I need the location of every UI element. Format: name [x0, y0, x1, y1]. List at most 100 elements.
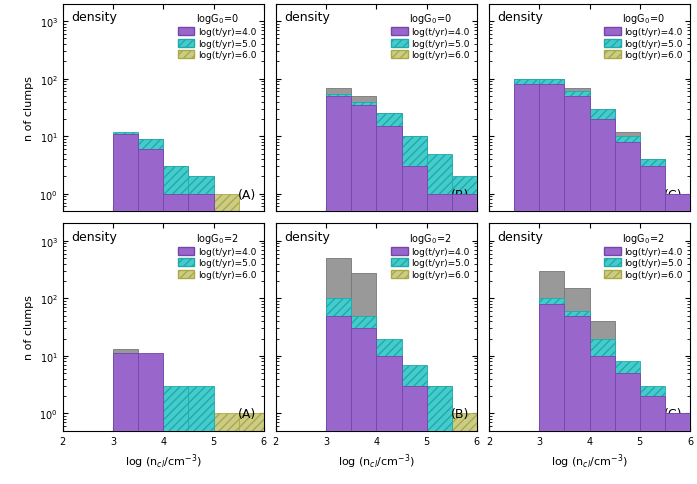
Bar: [326, 258, 351, 484]
Bar: [615, 362, 640, 484]
Bar: [376, 114, 401, 484]
Bar: [640, 413, 665, 484]
Bar: [665, 413, 690, 484]
Bar: [565, 311, 590, 484]
Bar: [401, 413, 427, 484]
X-axis label: log (n$_{cl}$/cm$^{-3}$): log (n$_{cl}$/cm$^{-3}$): [551, 451, 628, 469]
Bar: [188, 177, 213, 484]
Bar: [163, 386, 188, 484]
Bar: [640, 160, 665, 484]
Bar: [615, 154, 640, 484]
Legend: log(t/yr)=4.0, log(t/yr)=5.0, log(t/yr)=6.0: log(t/yr)=4.0, log(t/yr)=5.0, log(t/yr)=…: [176, 9, 259, 63]
Bar: [163, 167, 188, 484]
Text: density: density: [284, 230, 330, 243]
Text: density: density: [497, 11, 543, 24]
Bar: [427, 160, 452, 484]
Bar: [615, 137, 640, 484]
Bar: [452, 413, 477, 484]
Text: density: density: [284, 11, 330, 24]
Bar: [326, 299, 351, 484]
Bar: [565, 89, 590, 484]
Bar: [514, 79, 539, 484]
Bar: [326, 89, 351, 484]
Bar: [401, 167, 427, 484]
Y-axis label: n of clumps: n of clumps: [24, 76, 34, 140]
Bar: [640, 160, 665, 484]
Legend: log(t/yr)=4.0, log(t/yr)=5.0, log(t/yr)=6.0: log(t/yr)=4.0, log(t/yr)=5.0, log(t/yr)=…: [602, 9, 686, 63]
Bar: [113, 354, 138, 484]
Bar: [427, 386, 452, 484]
Bar: [401, 365, 427, 484]
Bar: [665, 194, 690, 484]
Bar: [590, 356, 615, 484]
Bar: [351, 273, 376, 484]
Bar: [539, 299, 565, 484]
Bar: [452, 194, 477, 484]
Legend: log(t/yr)=4.0, log(t/yr)=5.0, log(t/yr)=6.0: log(t/yr)=4.0, log(t/yr)=5.0, log(t/yr)=…: [389, 228, 473, 282]
Bar: [665, 194, 690, 484]
Bar: [238, 413, 263, 484]
Bar: [163, 413, 188, 484]
Bar: [188, 413, 213, 484]
Bar: [113, 135, 138, 484]
Bar: [401, 386, 427, 484]
Legend: log(t/yr)=4.0, log(t/yr)=5.0, log(t/yr)=6.0: log(t/yr)=4.0, log(t/yr)=5.0, log(t/yr)=…: [389, 9, 473, 63]
Bar: [138, 354, 163, 484]
Bar: [427, 386, 452, 484]
Bar: [539, 272, 565, 484]
Bar: [376, 142, 401, 484]
Bar: [188, 386, 213, 484]
Bar: [539, 79, 565, 484]
Bar: [113, 354, 138, 484]
Bar: [665, 194, 690, 484]
Bar: [590, 109, 615, 484]
Bar: [565, 92, 590, 484]
Bar: [539, 79, 565, 484]
X-axis label: log (n$_{cl}$/cm$^{-3}$): log (n$_{cl}$/cm$^{-3}$): [125, 451, 201, 469]
Bar: [163, 167, 188, 484]
Text: density: density: [71, 230, 116, 243]
Bar: [138, 139, 163, 484]
Bar: [113, 349, 138, 484]
Bar: [565, 316, 590, 484]
Bar: [351, 106, 376, 484]
Text: (B): (B): [450, 188, 469, 201]
Bar: [376, 339, 401, 484]
Bar: [514, 109, 539, 484]
Bar: [113, 132, 138, 484]
Bar: [514, 79, 539, 484]
Text: (A): (A): [238, 188, 256, 201]
Bar: [326, 316, 351, 484]
Bar: [326, 94, 351, 484]
Bar: [565, 288, 590, 484]
Text: (A): (A): [238, 408, 256, 421]
Text: (C): (C): [664, 188, 682, 201]
Bar: [427, 194, 452, 484]
Text: (C): (C): [664, 408, 682, 421]
Bar: [113, 135, 138, 484]
Bar: [326, 154, 351, 484]
Bar: [640, 396, 665, 484]
X-axis label: log (n$_{cl}$/cm$^{-3}$): log (n$_{cl}$/cm$^{-3}$): [338, 451, 415, 469]
Text: density: density: [497, 230, 543, 243]
Bar: [452, 177, 477, 484]
Bar: [590, 339, 615, 484]
Bar: [351, 316, 376, 484]
Bar: [539, 85, 565, 484]
Bar: [665, 413, 690, 484]
Bar: [665, 194, 690, 484]
Bar: [213, 194, 238, 484]
Bar: [326, 97, 351, 484]
Bar: [351, 137, 376, 484]
Bar: [351, 329, 376, 484]
Bar: [640, 167, 665, 484]
Bar: [452, 194, 477, 484]
Text: (B): (B): [450, 408, 469, 421]
Y-axis label: n of clumps: n of clumps: [24, 295, 34, 360]
Bar: [138, 139, 163, 484]
Text: density: density: [71, 11, 116, 24]
Bar: [163, 194, 188, 484]
Bar: [615, 413, 640, 484]
Bar: [665, 413, 690, 484]
Bar: [163, 177, 188, 484]
